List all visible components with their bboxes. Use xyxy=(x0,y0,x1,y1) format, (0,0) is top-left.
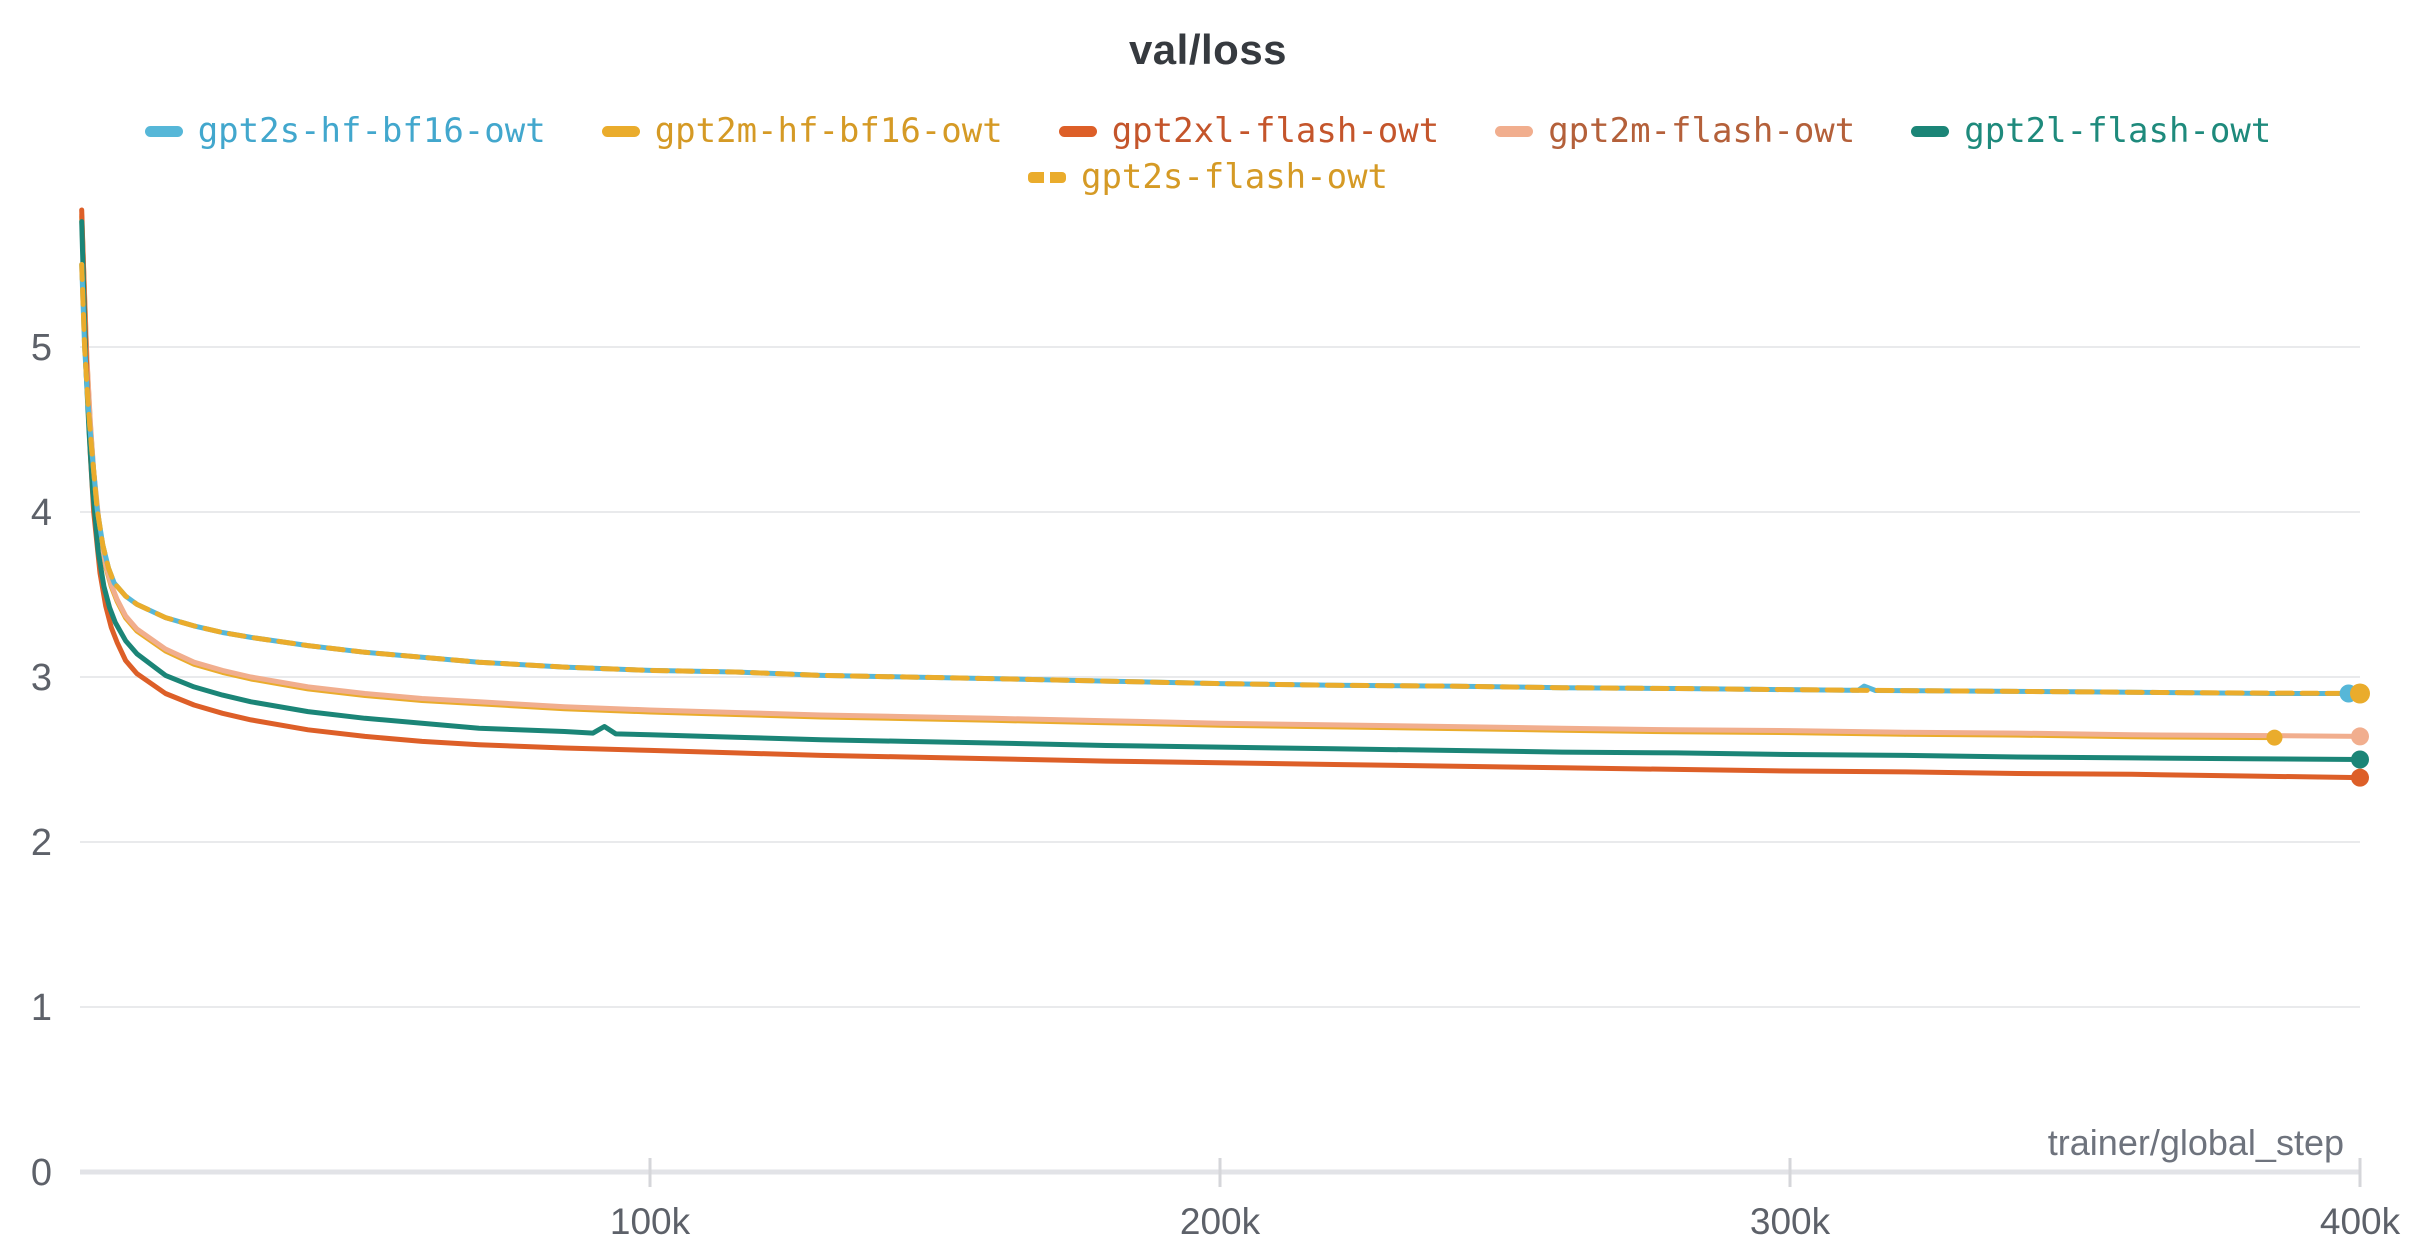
series-line-gpt2s-hf-bf16-owt[interactable] xyxy=(79,262,2352,696)
legend-swatch-gpt2m-hf-bf16-owt xyxy=(601,125,640,137)
legend-item-gpt2m-flash-owt[interactable]: gpt2m-flash-owt xyxy=(1495,114,1855,148)
y-tick-label-2: 2 xyxy=(31,822,52,864)
series-line-gpt2m-hf-bf16-owt[interactable] xyxy=(79,214,2277,741)
series-end-dot-gpt2m-hf-bf16-owt[interactable] xyxy=(2266,729,2283,746)
legend-label-gpt2m-flash-owt: gpt2m-flash-owt xyxy=(1548,111,1856,151)
series-line-gpt2m-flash-owt[interactable] xyxy=(79,212,2363,739)
chart-legend: gpt2s-hf-bf16-owt gpt2m-hf-bf16-owt gpt2xl… xyxy=(0,108,2416,200)
legend-label-gpt2s-flash-owt: gpt2s-flash-owt xyxy=(1080,157,1389,197)
legend-label-gpt2s-hf-bf16-owt: gpt2s-hf-bf16-owt xyxy=(197,111,546,151)
series-end-dot-gpt2xl-flash-owt[interactable] xyxy=(2351,768,2369,787)
legend-item-gpt2s-hf-bf16-owt[interactable]: gpt2s-hf-bf16-owt xyxy=(144,111,546,151)
series-line-gpt2l-flash-owt[interactable] xyxy=(79,219,2363,762)
legend-item-gpt2xl-flash-owt[interactable]: gpt2xl-flash-owt xyxy=(1058,111,1440,151)
legend-label-gpt2m-hf-bf16-owt: gpt2m-hf-bf16-owt xyxy=(654,111,1003,151)
legend-label-gpt2xl-flash-owt: gpt2xl-flash-owt xyxy=(1111,111,1440,151)
legend-swatch-gpt2s-hf-bf16-owt xyxy=(144,125,183,137)
legend-swatch-gpt2l-flash-owt xyxy=(1911,125,1950,137)
y-tick-label-4: 4 xyxy=(31,492,52,534)
series-line-gpt2s-flash-owt[interactable] xyxy=(79,262,2363,696)
y-tick-label-3: 3 xyxy=(31,657,52,699)
y-tick-label-1: 1 xyxy=(31,987,52,1029)
legend-swatch-gpt2s-flash-owt xyxy=(1027,171,1066,183)
legend-item-gpt2s-flash-owt[interactable]: gpt2s-flash-owt xyxy=(1027,157,1389,197)
series-end-dot-gpt2s-flash-owt[interactable] xyxy=(2350,683,2370,704)
y-tick-label-0: 0 xyxy=(31,1152,52,1194)
x-tick-label-300k: 300k xyxy=(1750,1201,1831,1242)
xaxis-title: trainer/global_step xyxy=(2047,1122,2344,1163)
chart-title: val/loss xyxy=(1128,26,1288,73)
legend-swatch-gpt2m-flash-owt xyxy=(1495,125,1534,137)
x-tick-label-400k: 400k xyxy=(2320,1201,2401,1242)
y-tick-label-5: 5 xyxy=(31,327,52,369)
x-tick-label-200k: 200k xyxy=(1180,1201,1261,1242)
x-tick-label-100k: 100k xyxy=(610,1201,691,1242)
legend-item-gpt2l-flash-owt[interactable]: gpt2l-flash-owt xyxy=(1911,114,2271,148)
legend-swatch-gpt2xl-flash-owt xyxy=(1058,125,1097,137)
legend-label-gpt2l-flash-owt: gpt2l-flash-owt xyxy=(1964,111,2272,151)
series-line-gpt2xl-flash-owt[interactable] xyxy=(79,207,2363,781)
series-end-dot-gpt2m-flash-owt[interactable] xyxy=(2351,727,2369,746)
legend-row-2: gpt2s-flash-owt xyxy=(0,154,2416,200)
legend-row-1: gpt2s-hf-bf16-owt gpt2m-hf-bf16-owt gpt2xl… xyxy=(0,108,2416,154)
series-end-dot-gpt2l-flash-owt[interactable] xyxy=(2351,750,2369,769)
legend-item-gpt2m-hf-bf16-owt[interactable]: gpt2m-hf-bf16-owt xyxy=(601,111,1003,151)
